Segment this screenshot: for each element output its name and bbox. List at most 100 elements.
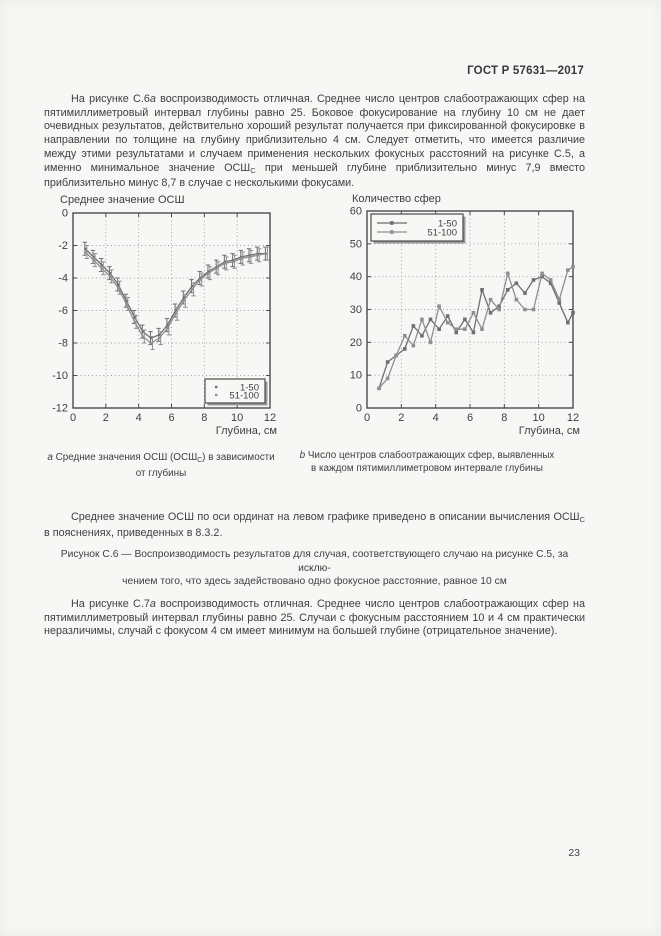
y-tick-label: -8 bbox=[58, 338, 68, 350]
data-marker bbox=[505, 271, 510, 276]
text-run: Средние значения ОСШ (ОСШ bbox=[52, 452, 198, 463]
data-marker bbox=[141, 335, 144, 338]
text-run: воспроизводимость отличная. Среднее числ… bbox=[44, 598, 585, 638]
x-tick-label: 0 bbox=[70, 412, 76, 424]
data-marker bbox=[566, 320, 570, 325]
data-marker bbox=[125, 299, 128, 302]
data-marker bbox=[471, 330, 476, 335]
data-marker bbox=[133, 315, 136, 319]
data-marker bbox=[514, 281, 519, 286]
series-line-51-100 bbox=[378, 266, 574, 389]
text-run: С bbox=[579, 515, 585, 525]
y-tick-label: 60 bbox=[350, 206, 362, 218]
x-tick-label: 8 bbox=[501, 412, 507, 424]
y-tick-label: -6 bbox=[58, 305, 68, 317]
series-line-1-50 bbox=[378, 275, 574, 389]
x-tick-label: 12 bbox=[567, 412, 579, 424]
data-marker bbox=[540, 271, 544, 276]
data-marker bbox=[437, 304, 441, 309]
data-marker bbox=[394, 353, 398, 358]
x-tick-label: 6 bbox=[168, 412, 174, 424]
legend-label: 1-50 bbox=[438, 218, 457, 229]
y-tick-label: 20 bbox=[350, 337, 362, 349]
data-marker bbox=[117, 283, 120, 286]
data-marker bbox=[256, 252, 259, 255]
legend-box bbox=[370, 213, 464, 242]
legend-label: 51-100 bbox=[427, 227, 457, 238]
x-tick-label: 6 bbox=[467, 412, 473, 424]
data-marker bbox=[420, 317, 424, 322]
x-tick-label: 10 bbox=[533, 412, 545, 424]
y-tick-label: 30 bbox=[350, 304, 362, 316]
legend-marker bbox=[215, 393, 218, 397]
data-marker bbox=[199, 276, 202, 280]
data-marker bbox=[149, 337, 153, 340]
chart-title: Количество сфер bbox=[352, 193, 441, 205]
data-marker bbox=[428, 317, 433, 322]
x-tick-label: 4 bbox=[433, 412, 439, 424]
y-tick-label: 10 bbox=[350, 370, 362, 382]
data-marker bbox=[149, 341, 153, 345]
data-marker bbox=[117, 286, 120, 289]
data-marker bbox=[463, 327, 467, 331]
data-marker bbox=[488, 310, 493, 315]
page-number: 23 bbox=[568, 847, 580, 859]
data-marker bbox=[454, 330, 459, 335]
data-marker bbox=[174, 309, 177, 312]
text-run: На рисунке С.7 bbox=[71, 598, 150, 610]
legend-label: 51-100 bbox=[229, 390, 259, 401]
data-marker bbox=[231, 259, 235, 262]
x-tick-label: 12 bbox=[264, 412, 276, 424]
data-marker bbox=[523, 291, 527, 295]
data-marker bbox=[566, 268, 570, 272]
text-run: С bbox=[197, 456, 203, 464]
data-marker bbox=[571, 265, 575, 269]
x-tick-label: 2 bbox=[103, 412, 109, 424]
data-marker bbox=[108, 275, 112, 278]
data-marker bbox=[100, 267, 103, 270]
y-tick-label: 0 bbox=[356, 403, 362, 415]
y-tick-label: 50 bbox=[350, 238, 362, 250]
subfigure-caption-a: а Средние значения ОСШ (ОСШС) в зависимо… bbox=[30, 452, 292, 481]
data-marker bbox=[215, 267, 218, 270]
text-run: Рисунок С.6 — Воспроизводимость результа… bbox=[60, 549, 569, 574]
data-marker bbox=[264, 252, 267, 255]
data-marker bbox=[231, 260, 235, 263]
data-marker bbox=[548, 281, 553, 286]
data-marker bbox=[514, 297, 519, 302]
data-marker bbox=[248, 254, 251, 257]
text-run: воспроизводимость отличная. Среднее числ… bbox=[44, 93, 585, 174]
text-run: а bbox=[149, 93, 156, 105]
text-run: С bbox=[250, 165, 256, 175]
data-marker bbox=[557, 301, 562, 305]
snr-vs-depth-chart: Среднее значение ОСШ 0 2 4 6 8 10 12 0 -2 -4 -6 -8 -1… bbox=[52, 194, 277, 437]
data-marker bbox=[548, 278, 553, 282]
text-run: в поясне­ниях, приведенных в 8.3.2. bbox=[44, 526, 223, 539]
data-marker bbox=[223, 262, 226, 265]
data-marker bbox=[402, 333, 407, 338]
data-marker bbox=[505, 288, 510, 292]
data-marker bbox=[411, 343, 416, 348]
x-tick-label: 0 bbox=[364, 412, 370, 424]
data-marker bbox=[207, 272, 210, 275]
data-marker bbox=[523, 307, 527, 312]
data-marker bbox=[471, 310, 476, 315]
data-marker bbox=[437, 327, 441, 331]
data-marker bbox=[92, 255, 95, 258]
paragraph-3: На рисунке С.7а воспроизводимость отличн… bbox=[44, 598, 585, 639]
x-tick-label: 8 bbox=[201, 412, 207, 424]
x-tick-label: 4 bbox=[136, 412, 142, 424]
data-marker bbox=[84, 250, 87, 254]
data-marker bbox=[445, 314, 450, 318]
data-marker bbox=[488, 297, 493, 302]
data-marker bbox=[377, 386, 381, 391]
data-marker bbox=[223, 260, 226, 263]
data-marker bbox=[240, 255, 243, 258]
data-marker bbox=[158, 337, 161, 340]
y-tick-label: -12 bbox=[52, 403, 68, 415]
paragraph-1: На рисунке С.6а воспроизводимость отличн… bbox=[44, 93, 585, 191]
figure-caption: Рисунок С.6 — Воспроизводимость результа… bbox=[44, 548, 585, 589]
data-marker bbox=[497, 304, 501, 309]
text-run: в каждом пятимиллиметровом интервале глу… bbox=[310, 462, 544, 474]
text-run: чением того, что здесь задействовано одн… bbox=[122, 576, 507, 588]
